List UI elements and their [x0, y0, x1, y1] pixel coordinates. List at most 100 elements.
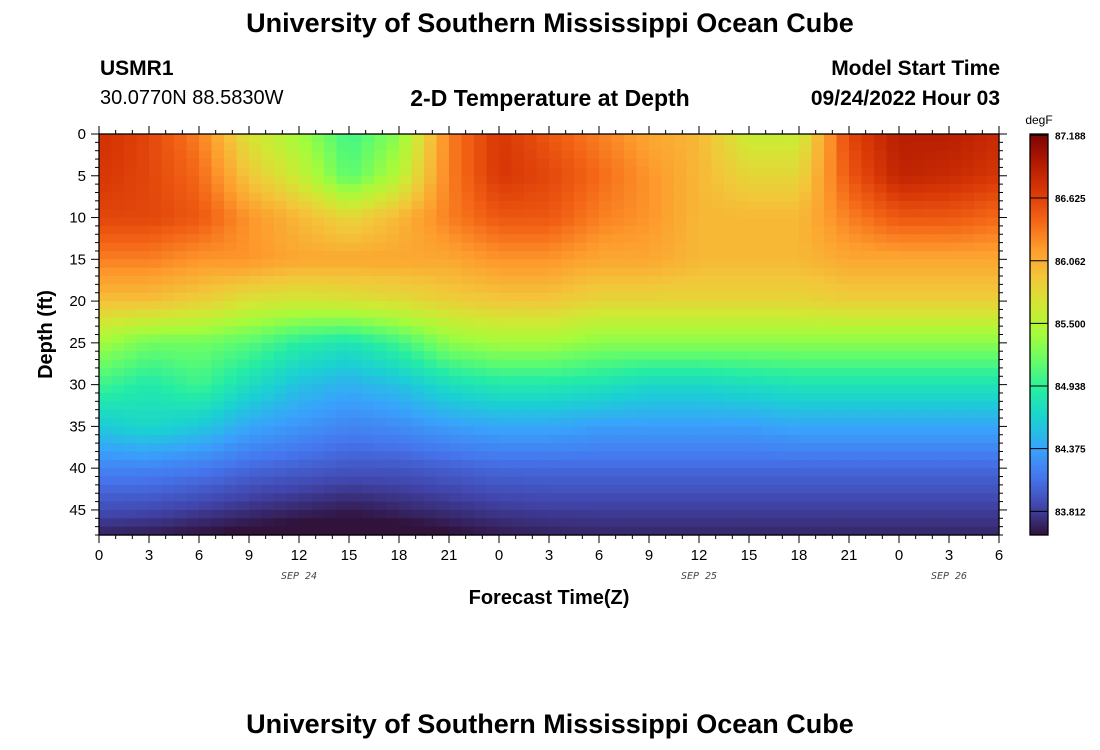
heatmap-cell — [649, 392, 663, 402]
heatmap-cell — [336, 284, 350, 294]
heatmap-cell — [974, 459, 988, 469]
heatmap-cell — [886, 209, 900, 219]
heatmap-cell — [236, 267, 250, 277]
heatmap-cell — [249, 493, 263, 503]
heatmap-cell — [811, 217, 825, 227]
heatmap-cell — [99, 175, 113, 185]
heatmap-cell — [136, 468, 150, 478]
heatmap-cell — [749, 426, 763, 436]
heatmap-cell — [924, 284, 938, 294]
x-tick-label: 3 — [145, 547, 153, 564]
heatmap-cell — [749, 351, 763, 361]
heatmap-cell — [911, 284, 925, 294]
heatmap-cell — [636, 175, 650, 185]
heatmap-cell — [499, 159, 513, 169]
heatmap-cell — [349, 342, 363, 352]
heatmap-cell — [799, 401, 813, 411]
heatmap-cell — [361, 317, 375, 327]
heatmap-cell — [836, 443, 850, 453]
heatmap-cell — [511, 200, 525, 210]
heatmap-cell — [461, 301, 475, 311]
heatmap-cell — [461, 217, 475, 227]
heatmap-cell — [736, 250, 750, 260]
heatmap-cell — [149, 267, 163, 277]
heatmap-cell — [511, 384, 525, 394]
heatmap-cell — [874, 134, 888, 143]
heatmap-cell — [874, 200, 888, 210]
heatmap-cell — [574, 242, 588, 252]
heatmap-cell — [836, 476, 850, 486]
heatmap-cell — [286, 200, 300, 210]
heatmap-cell — [549, 359, 563, 369]
heatmap-cell — [974, 392, 988, 402]
heatmap-cell — [549, 134, 563, 143]
heatmap-cell — [761, 267, 775, 277]
heatmap-cell — [836, 209, 850, 219]
heatmap-cell — [886, 242, 900, 252]
heatmap-cell — [799, 426, 813, 436]
heatmap-cell — [911, 392, 925, 402]
heatmap-cell — [811, 134, 825, 143]
heatmap-cell — [699, 376, 713, 386]
heatmap-cell — [949, 200, 963, 210]
heatmap-cell — [374, 234, 388, 244]
heatmap-cell — [811, 150, 825, 160]
heatmap-cell — [561, 259, 575, 269]
heatmap-cell — [636, 267, 650, 277]
heatmap-cell — [249, 518, 263, 528]
heatmap-cell — [124, 526, 138, 536]
heatmap-cell — [524, 384, 538, 394]
heatmap-cell — [611, 384, 625, 394]
heatmap-cell — [774, 509, 788, 519]
heatmap-cell — [511, 392, 525, 402]
heatmap-cell — [636, 392, 650, 402]
heatmap-cell — [161, 184, 175, 194]
heatmap-cell — [374, 292, 388, 302]
heatmap-cell — [911, 409, 925, 419]
heatmap-cell — [749, 359, 763, 369]
heatmap-cell — [349, 418, 363, 427]
heatmap-cell — [574, 200, 588, 210]
heatmap-cell — [811, 401, 825, 411]
heatmap-cell — [536, 342, 550, 352]
heatmap-cell — [299, 476, 313, 486]
heatmap-cell — [199, 418, 213, 427]
heatmap-cell — [474, 292, 488, 302]
heatmap-cell — [836, 301, 850, 311]
heatmap-cell — [386, 250, 400, 260]
heatmap-cell — [224, 142, 238, 152]
heatmap-cell — [936, 426, 950, 436]
heatmap-cell — [949, 443, 963, 453]
heatmap-cell — [849, 317, 863, 327]
heatmap-cell — [361, 409, 375, 419]
heatmap-cell — [761, 292, 775, 302]
heatmap-cell — [399, 150, 413, 160]
heatmap-cell — [686, 301, 700, 311]
heatmap-cell — [711, 242, 725, 252]
heatmap-cell — [536, 250, 550, 260]
heatmap-cell — [824, 501, 838, 511]
heatmap-cell — [886, 493, 900, 503]
heatmap-cell — [424, 334, 438, 344]
model-start-label: Model Start Time — [831, 57, 1000, 80]
heatmap-cell — [624, 418, 638, 427]
heatmap-cell — [936, 150, 950, 160]
heatmap-cell — [624, 342, 638, 352]
heatmap-cell — [461, 276, 475, 285]
station-id: USMR1 — [100, 57, 174, 80]
heatmap-cell — [399, 401, 413, 411]
heatmap-cell — [411, 376, 425, 386]
heatmap-cell — [449, 309, 463, 319]
heatmap-cell — [824, 384, 838, 394]
heatmap-cell — [211, 526, 225, 536]
heatmap-cell — [324, 242, 338, 252]
heatmap-cell — [949, 292, 963, 302]
heatmap-cell — [611, 267, 625, 277]
heatmap-cell — [624, 292, 638, 302]
heatmap-cell — [824, 434, 838, 444]
heatmap-cell — [161, 150, 175, 160]
heatmap-cell — [836, 392, 850, 402]
heatmap-cell — [324, 167, 338, 177]
heatmap-cell — [986, 217, 1000, 227]
heatmap-cell — [911, 217, 925, 227]
